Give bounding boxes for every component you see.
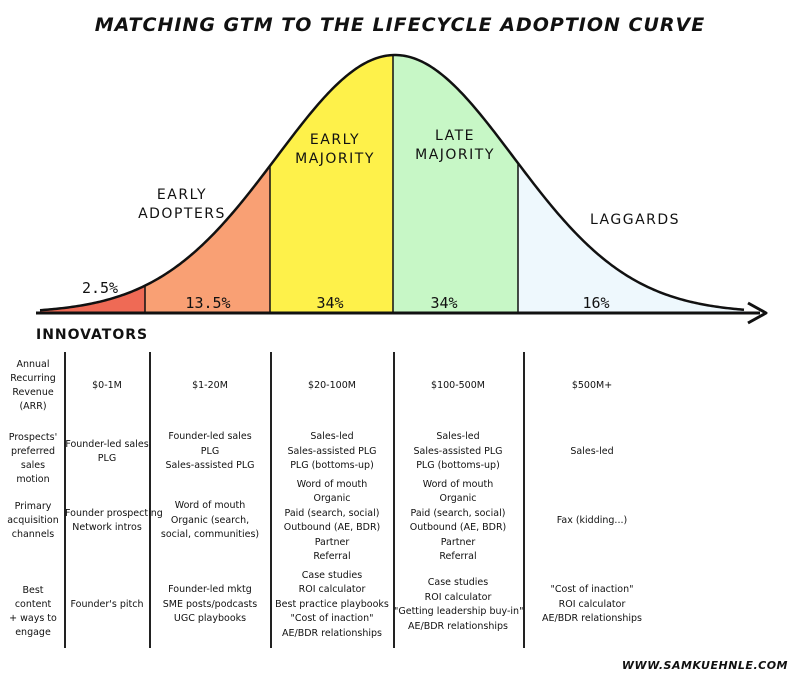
segment-fill-3 (393, 55, 518, 313)
table-cell: Founder-led mktg SME posts/podcasts UGC pl… (162, 584, 258, 625)
column-divider (149, 352, 151, 648)
segment-label-early-majority: EARLY MAJORITY (295, 132, 375, 167)
diagram-title: MATCHING GTM TO THE LIFECYCLE ADOPTION C… (94, 14, 706, 36)
table-cell: Case studies ROI calculator "Getting leade… (394, 577, 524, 632)
table-cell: Founder's pitch (70, 598, 144, 610)
table-cell: "Cost of inaction" ROI calculator AE/BDR r… (542, 584, 642, 625)
column-divider (393, 352, 395, 648)
arrow-head-icon (747, 301, 768, 325)
percent-early-adopters: 13.5% (185, 294, 231, 312)
column-divider (270, 352, 272, 648)
segment-label-early-adopters: EARLY ADOPTERS (138, 187, 226, 222)
table-cell: $0-1M (92, 379, 122, 391)
table-cell: Sales-led (570, 445, 614, 457)
segment-fill-2 (270, 55, 393, 313)
segment-dividers (144, 55, 519, 313)
percent-innovators: 2.5% (81, 279, 119, 297)
column-divider (64, 352, 66, 648)
table-cell: Fax (kidding...) (556, 514, 628, 526)
table-cell: $500M+ (571, 379, 613, 391)
table-cell: Sales-led Sales-assisted PLG PLG (bottoms-… (413, 431, 503, 472)
table-cell: Founder-led sales PLG (65, 438, 149, 465)
footer-url: WWW.SAMKUEHNLE.COM (621, 659, 788, 672)
table-cell: Founder-led sales PLG Sales-assisted PLG (165, 431, 255, 472)
table-cell: Sales-led Sales-assisted PLG PLG (bottoms-… (287, 431, 377, 472)
segment-label-laggards: LAGGARDS (589, 212, 681, 228)
table-cell: Word of mouth Organic Paid (search, social… (409, 478, 507, 563)
table-cell: Founder prospecting Network intros (65, 507, 163, 534)
table-cell: Word of mouth Organic Paid (search, social… (283, 478, 381, 563)
segment-fill-1 (145, 55, 270, 313)
percent-early-majority: 34% (316, 294, 344, 312)
segment-fill-4 (518, 55, 745, 313)
row-label: Annual Recurring Revenue (ARR) (10, 359, 56, 412)
column-divider (523, 352, 525, 648)
bell-curve-outline (39, 53, 745, 312)
segment-fill-0 (40, 55, 145, 313)
table-cell: $1-20M (192, 379, 228, 391)
table-cell: Word of mouth Organic (search, social, com… (160, 500, 260, 541)
row-label: Best content + ways to engage (9, 585, 57, 638)
row-label: Primary acquisition channels (7, 501, 59, 540)
segment-label-late-majority: LATE MAJORITY (415, 128, 495, 163)
table-cell: $100-500M (431, 379, 485, 391)
table-cell: Case studies ROI calculator Best practice … (275, 569, 389, 639)
table-cell: $20-100M (308, 379, 356, 391)
percent-late-majority: 34% (430, 294, 458, 312)
segment-label-innovators: INNOVATORS (36, 327, 149, 343)
percent-laggards: 16% (582, 294, 610, 312)
row-label: Prospects' preferred sales motion (8, 432, 58, 485)
